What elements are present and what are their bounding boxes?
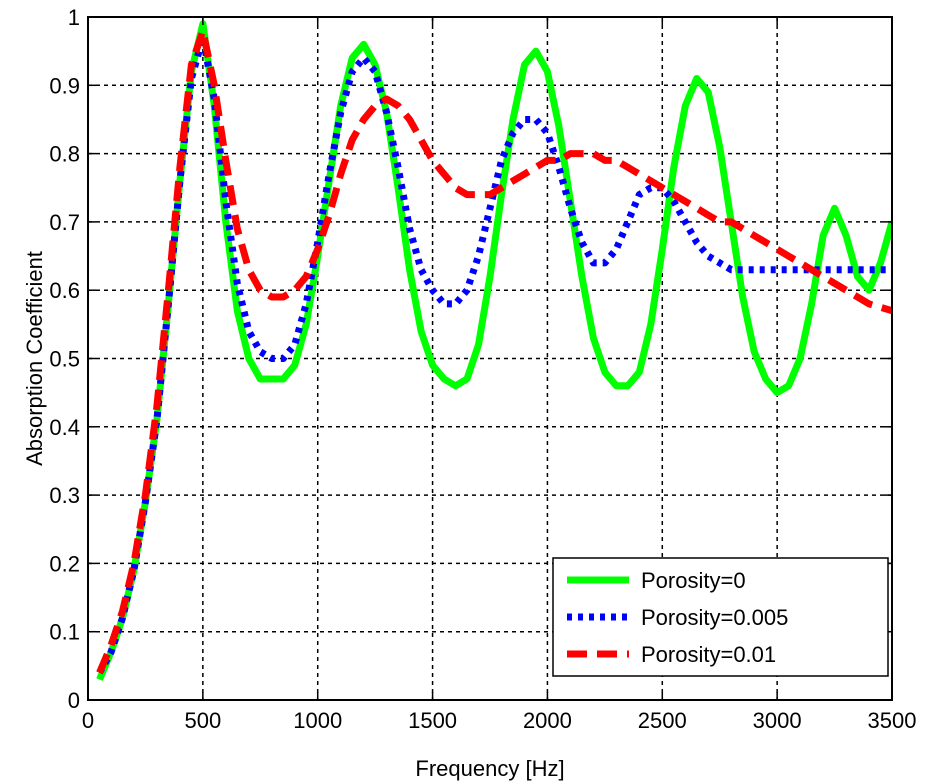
- x-tick-label: 500: [184, 708, 221, 733]
- legend-label: Porosity=0.005: [641, 605, 788, 630]
- x-tick-label: 1000: [293, 708, 342, 733]
- y-tick-label: 0.2: [49, 551, 80, 576]
- series-lines: [96, 20, 892, 681]
- x-tick-label: 3000: [753, 708, 802, 733]
- x-tick-label: 2000: [523, 708, 572, 733]
- x-tick-label: 0: [82, 708, 94, 733]
- y-tick-label: 0.7: [49, 210, 80, 235]
- legend-label: Porosity=0: [641, 568, 746, 593]
- y-tick-label: 0.4: [49, 415, 80, 440]
- y-tick-label: 0.5: [49, 347, 80, 372]
- series-line-1: [96, 20, 892, 681]
- series-line-3: [96, 27, 892, 675]
- y-tick-label: 0.1: [49, 620, 80, 645]
- x-tick-label: 3500: [868, 708, 917, 733]
- y-tick-label: 0.6: [49, 278, 80, 303]
- axis-ticks: 0 500 1000 1500 2000 2500 3000 3500 0 0.1 0.2 0.3 0.…: [49, 5, 916, 733]
- y-tick-label: 0.3: [49, 483, 80, 508]
- x-tick-label: 2500: [638, 708, 687, 733]
- series-line-2: [96, 34, 892, 675]
- y-axis-title: Absorption Coefficient: [22, 251, 47, 466]
- y-tick-label: 1: [68, 5, 80, 30]
- legend: Porosity=0 Porosity=0.005 Porosity=0.01: [552, 557, 889, 677]
- y-tick-label: 0.9: [49, 73, 80, 98]
- y-tick-label: 0.8: [49, 142, 80, 167]
- x-axis-title: Frequency [Hz]: [415, 756, 564, 781]
- x-tick-label: 1500: [408, 708, 457, 733]
- y-tick-label: 0: [68, 688, 80, 713]
- legend-label: Porosity=0.01: [641, 642, 776, 667]
